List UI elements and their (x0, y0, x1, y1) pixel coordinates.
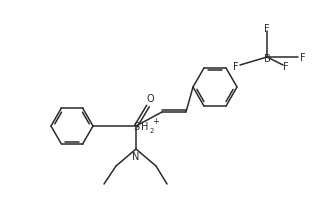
Text: H: H (141, 121, 149, 131)
Text: F: F (283, 62, 289, 72)
Text: +: + (153, 117, 159, 126)
Text: O: O (146, 94, 154, 103)
Text: B: B (264, 54, 270, 64)
Text: N: N (132, 151, 140, 161)
Text: F: F (300, 53, 306, 63)
Text: F: F (233, 62, 239, 72)
Text: 2: 2 (150, 127, 154, 133)
Text: F: F (264, 24, 270, 34)
Text: S: S (133, 121, 139, 131)
